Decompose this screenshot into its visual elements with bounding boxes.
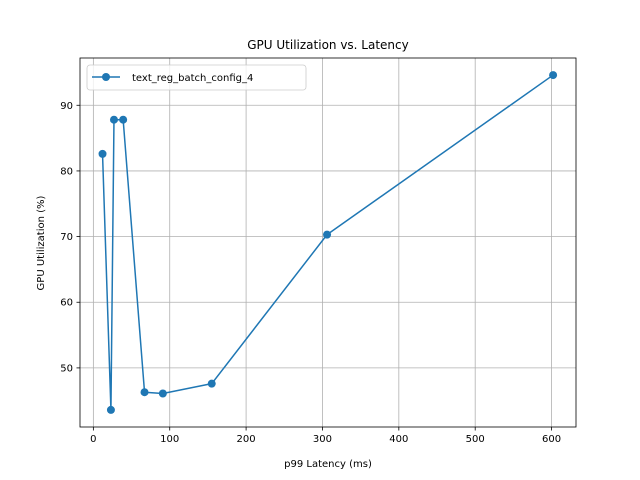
data-point <box>207 379 216 388</box>
x-tick-label: 400 <box>389 434 408 445</box>
x-tick-label: 100 <box>160 434 179 445</box>
x-tick-label: 0 <box>90 434 96 445</box>
data-point <box>109 115 118 124</box>
data-point <box>119 115 128 124</box>
data-point <box>106 405 115 414</box>
ticks: 0 100 200 300 400 500 600 50 60 70 80 90 <box>60 101 561 445</box>
y-axis-label: GPU Utilization (%) <box>36 195 47 290</box>
data-point <box>549 71 558 80</box>
data-point <box>323 230 332 239</box>
y-tick-label: 50 <box>60 363 73 374</box>
data-point <box>158 389 167 398</box>
y-tick-label: 60 <box>60 298 73 309</box>
y-tick-label: 80 <box>60 166 73 177</box>
chart-title: GPU Utilization vs. Latency <box>247 38 409 52</box>
legend: text_reg_batch_config_4 <box>86 64 307 91</box>
y-tick-label: 70 <box>60 232 73 243</box>
legend-marker-swatch <box>102 73 110 81</box>
legend-box <box>86 64 307 91</box>
x-tick-label: 600 <box>542 434 561 445</box>
series-layer <box>98 71 558 414</box>
plot-frame <box>79 57 577 428</box>
x-tick-label: 300 <box>313 434 332 445</box>
data-point <box>140 388 149 397</box>
legend-label: text_reg_batch_config_4 <box>132 73 253 84</box>
x-axis-label: p99 Latency (ms) <box>284 459 372 470</box>
data-point <box>98 149 107 158</box>
x-tick-label: 500 <box>466 434 485 445</box>
y-tick-label: 90 <box>60 101 73 112</box>
x-tick-label: 200 <box>237 434 256 445</box>
